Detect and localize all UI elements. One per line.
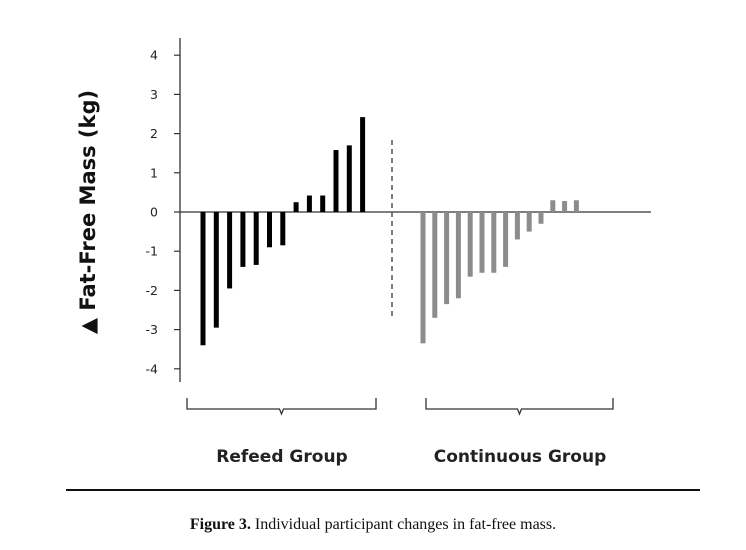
bar-continuous (455, 212, 461, 299)
y-tick-marks (174, 54, 180, 370)
bar-refeed (293, 202, 299, 212)
bar-refeed (213, 212, 219, 328)
bar-continuous (503, 212, 509, 267)
y-tick-label: -3 (146, 322, 158, 337)
fat-free-mass-chart: 4 3 2 1 0 -1 -2 -3 -4 ▲ Fat-Free Mass (kg) Refee… (76, 38, 651, 467)
bar-continuous (432, 212, 438, 318)
bar-refeed (320, 195, 326, 212)
bar-continuous (550, 200, 556, 212)
bar-continuous (573, 200, 579, 212)
bar-refeed (240, 212, 246, 267)
bar-refeed (227, 212, 233, 289)
y-tick-label: 4 (150, 48, 158, 63)
group-label-refeed: Refeed Group (216, 447, 347, 467)
bar-marks (200, 117, 579, 346)
bar-refeed (253, 212, 259, 265)
bar-continuous (514, 212, 520, 240)
bar-refeed (267, 212, 272, 248)
y-tick-label: -2 (146, 283, 158, 298)
y-tick-label: 0 (150, 205, 158, 220)
group-brackets (186, 398, 614, 416)
caption-text: Individual participant changes in fat-fr… (250, 516, 557, 533)
bar-continuous (562, 201, 568, 212)
bar-continuous (479, 212, 485, 273)
bracket-continuous (425, 398, 614, 416)
bar-continuous (526, 212, 532, 232)
y-axis-title: ▲ Fat-Free Mass (kg) (76, 90, 100, 334)
figure-caption: Figure 3. Individual participant changes… (0, 516, 746, 534)
bar-continuous (444, 212, 450, 305)
bar-continuous (538, 212, 544, 224)
y-tick-labels: 4 3 2 1 0 -1 -2 -3 -4 (146, 48, 159, 377)
bar-refeed (280, 212, 286, 246)
bracket-refeed (186, 398, 377, 416)
y-tick-label: 2 (150, 126, 158, 141)
bar-refeed (306, 195, 312, 212)
y-tick-label: -4 (146, 361, 159, 376)
bar-refeed (360, 117, 366, 212)
bar-continuous (467, 212, 473, 277)
caption-label: Figure 3. (189, 516, 251, 533)
y-tick-label: 3 (150, 87, 158, 102)
bar-continuous (491, 212, 497, 273)
y-tick-label: -1 (146, 244, 158, 259)
bar-refeed (200, 212, 206, 346)
bar-refeed (346, 145, 352, 212)
bar-refeed (333, 150, 339, 212)
caption-rule (66, 489, 700, 491)
group-label-continuous: Continuous Group (434, 447, 607, 467)
bar-continuous (420, 212, 426, 344)
y-tick-label: 1 (150, 165, 158, 180)
